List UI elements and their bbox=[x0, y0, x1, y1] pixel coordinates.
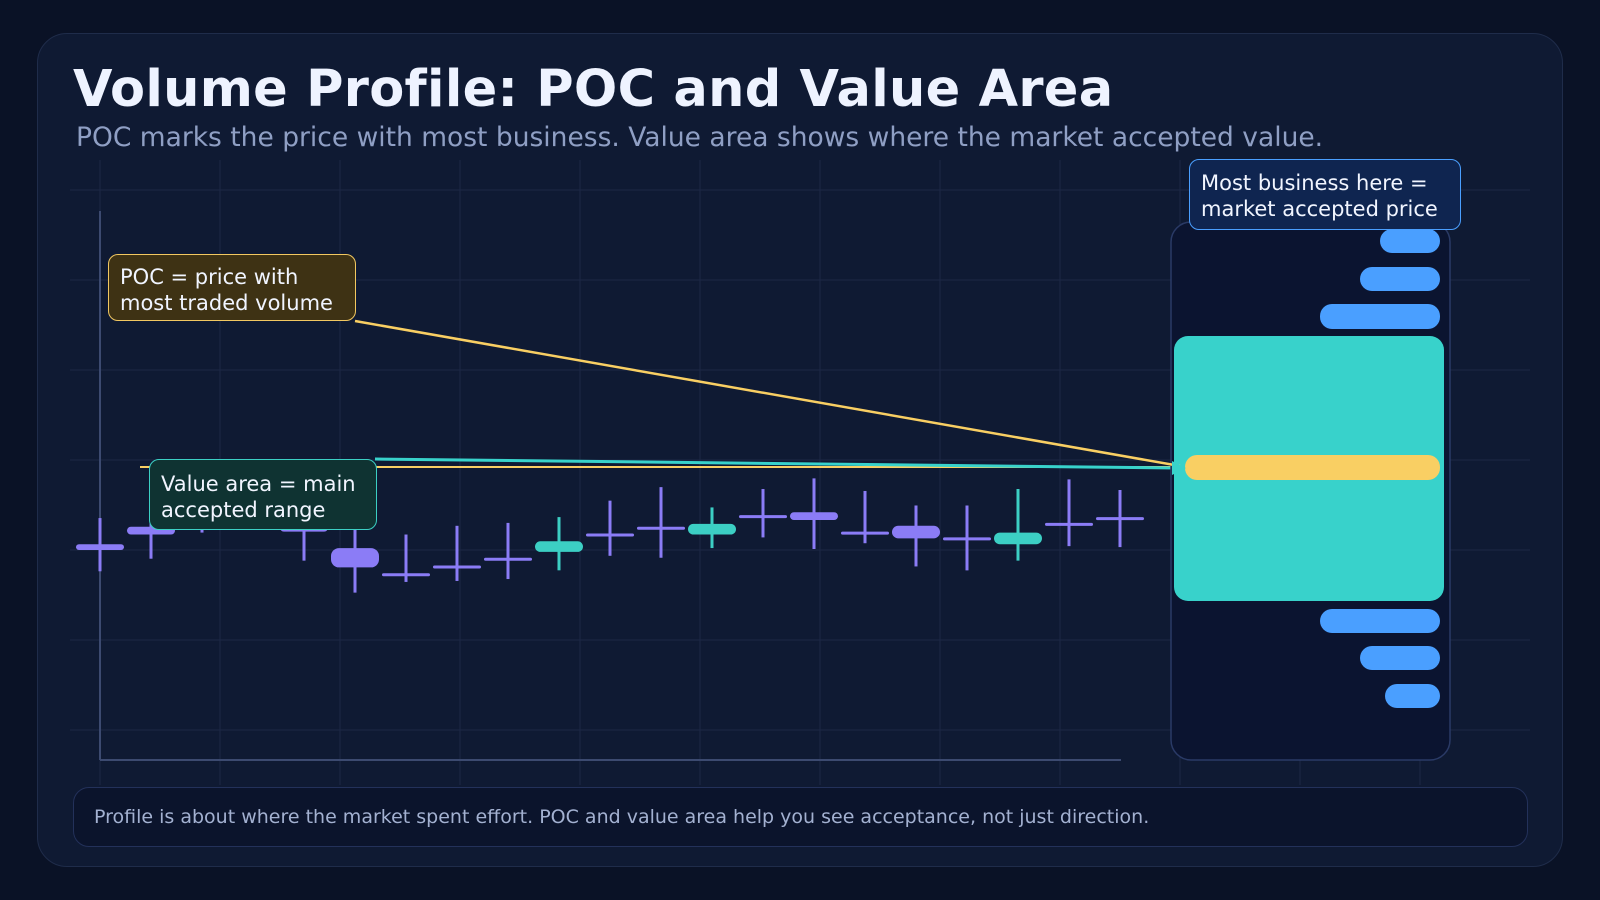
candle-body bbox=[382, 573, 430, 577]
candle-body bbox=[1096, 517, 1144, 521]
poc-callout-line2: most traded volume bbox=[120, 291, 333, 315]
candle bbox=[637, 487, 685, 558]
page-subtitle: POC marks the price with most business. … bbox=[76, 122, 1324, 153]
candle-body bbox=[535, 541, 583, 552]
profile-bar bbox=[1385, 684, 1440, 708]
candle bbox=[535, 517, 583, 571]
candle bbox=[739, 489, 787, 538]
profile-bar bbox=[1360, 646, 1440, 670]
poc-callout: POC = price with most traded volume bbox=[108, 254, 356, 321]
profile-bar bbox=[1380, 229, 1440, 253]
candle bbox=[1096, 490, 1144, 548]
candle bbox=[892, 505, 940, 567]
candle bbox=[790, 478, 838, 550]
poc-arrow-line bbox=[354, 319, 1181, 468]
poc-callout-line1: POC = price with bbox=[120, 265, 299, 289]
candle bbox=[841, 490, 889, 544]
candle bbox=[433, 525, 481, 581]
candle bbox=[76, 518, 124, 572]
candle-body bbox=[484, 557, 532, 561]
candle-body bbox=[1045, 522, 1093, 526]
candle bbox=[586, 500, 634, 556]
candle bbox=[484, 522, 532, 580]
business-callout: Most business here = market accepted pri… bbox=[1189, 159, 1461, 230]
footer-note: Profile is about where the market spent … bbox=[73, 787, 1528, 847]
candle bbox=[382, 534, 430, 582]
page-title: Volume Profile: POC and Value Area bbox=[73, 60, 1114, 119]
candle-body bbox=[943, 537, 991, 541]
value-area-callout-line2: accepted range bbox=[161, 498, 326, 522]
candle bbox=[943, 505, 991, 571]
candle bbox=[331, 524, 379, 593]
candle-body bbox=[586, 533, 634, 537]
candle-body bbox=[76, 544, 124, 550]
business-callout-line2: market accepted price bbox=[1201, 197, 1438, 221]
business-callout-line1: Most business here = bbox=[1201, 171, 1428, 195]
value-area-callout: Value area = main accepted range bbox=[149, 459, 377, 530]
profile-bar bbox=[1320, 609, 1440, 633]
candle-body bbox=[739, 515, 787, 519]
candle bbox=[994, 489, 1042, 561]
profile-bar bbox=[1320, 304, 1440, 329]
candle-body bbox=[688, 523, 736, 535]
candle bbox=[1045, 479, 1093, 547]
profile-bars bbox=[1174, 229, 1444, 708]
candle-body bbox=[331, 548, 379, 568]
candle-body bbox=[433, 565, 481, 569]
candle-body bbox=[637, 526, 685, 530]
candle-body bbox=[841, 531, 889, 535]
poc-bar bbox=[1185, 455, 1440, 480]
candle-body bbox=[790, 512, 838, 520]
footer-text: Profile is about where the market spent … bbox=[94, 806, 1150, 828]
profile-bar bbox=[1360, 267, 1440, 291]
value-area-callout-line1: Value area = main bbox=[161, 472, 356, 496]
candle-body bbox=[994, 532, 1042, 545]
candle bbox=[688, 507, 736, 549]
value-area-trend-line bbox=[374, 457, 1176, 470]
value-area-arrow-head bbox=[1172, 461, 1186, 475]
candle-body bbox=[892, 525, 940, 539]
